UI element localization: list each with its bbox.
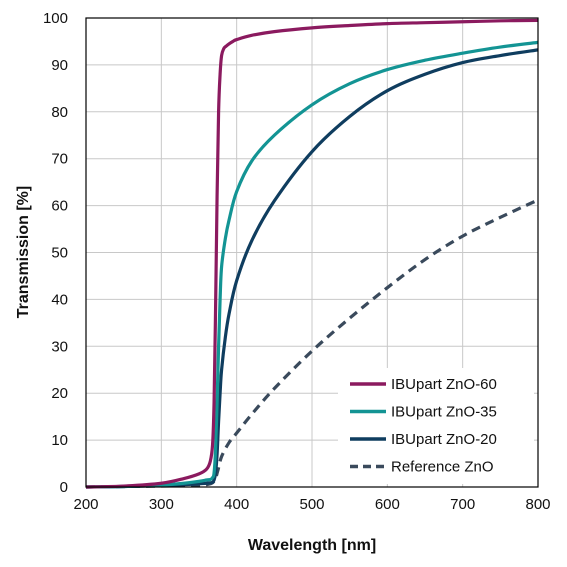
legend-label: Reference ZnO — [391, 459, 494, 476]
y-tick-label: 100 — [43, 10, 68, 27]
plot-frame — [85, 17, 539, 488]
x-tick-label: 400 — [224, 496, 249, 513]
y-tick-label: 40 — [51, 291, 68, 308]
x-tick-label: 300 — [149, 496, 174, 513]
x-tick-label: 700 — [450, 496, 475, 513]
x-tick-label: 800 — [525, 496, 550, 513]
x-tick-label: 200 — [73, 496, 98, 513]
x-tick-label: 600 — [375, 496, 400, 513]
legend-label: IBUpart ZnO-35 — [391, 404, 497, 421]
y-tick-label: 20 — [51, 385, 68, 402]
y-tick-labels: 0 10 20 30 40 50 60 70 80 90 100 — [43, 10, 68, 496]
y-axis-title: Transmission [%] — [15, 186, 32, 318]
x-tick-labels: 200 300 400 500 600 700 800 — [73, 496, 550, 513]
y-tick-label: 90 — [51, 57, 68, 74]
legend: IBUpart ZnO-60 IBUpart ZnO-35 IBUpart ZnO-… — [338, 368, 534, 484]
series-line-3 — [85, 48, 539, 489]
y-tick-label: 10 — [51, 432, 68, 449]
y-tick-label: 30 — [51, 338, 68, 355]
x-axis-title: Wavelength [nm] — [248, 537, 376, 554]
y-tick-label: 50 — [51, 245, 68, 262]
x-tick-label: 500 — [299, 496, 324, 513]
series-line-2 — [85, 40, 539, 489]
series-line-1 — [85, 18, 539, 489]
y-tick-label: 0 — [60, 479, 68, 496]
legend-label: IBUpart ZnO-20 — [391, 431, 497, 448]
series-layer — [85, 18, 539, 489]
y-tick-label: 60 — [51, 198, 68, 215]
y-tick-label: 80 — [51, 104, 68, 121]
legend-label: IBUpart ZnO-60 — [391, 376, 497, 393]
y-tick-label: 70 — [51, 151, 68, 168]
legend-background — [338, 368, 534, 484]
